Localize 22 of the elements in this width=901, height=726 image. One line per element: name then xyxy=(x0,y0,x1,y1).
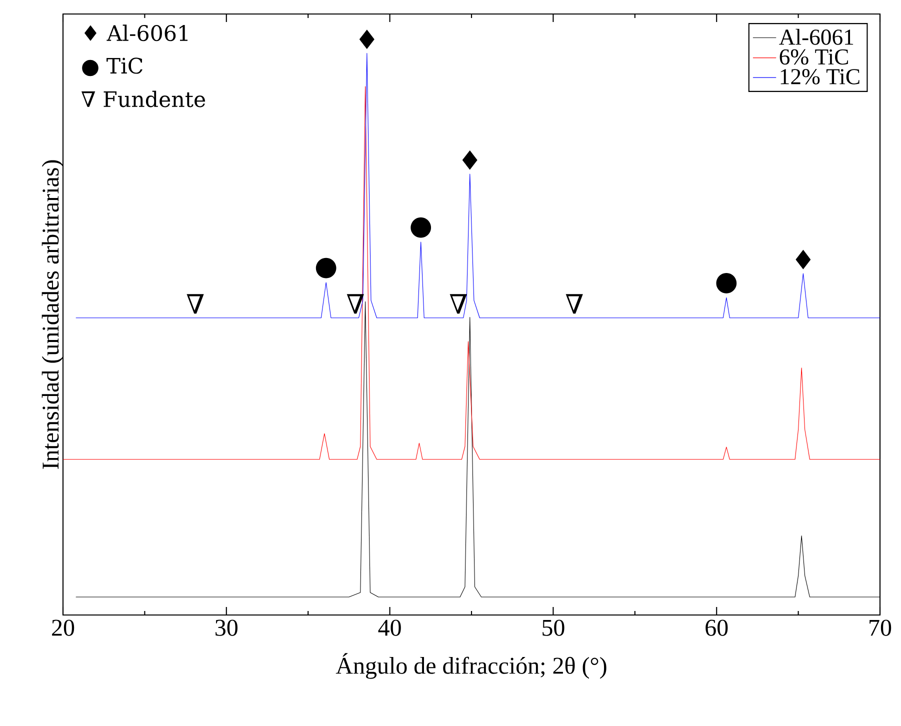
annotation: ● xyxy=(410,217,432,238)
text: ♦ Al-6061 xyxy=(84,24,188,42)
x-tick-label: 40 xyxy=(378,620,401,636)
x-tick-label: 70 xyxy=(870,620,892,636)
annotation: ● TiC xyxy=(82,58,142,76)
y-axis-title: Intensidad (unidades arbitrarias) xyxy=(42,160,64,469)
x-tick-label: 60 xyxy=(706,620,728,636)
annotation: ∇ xyxy=(566,294,583,314)
legend-label: 12% TiC xyxy=(780,69,860,84)
x-tick-label: 20 xyxy=(52,620,74,636)
x-axis-title: Ángulo de difracción; 2θ (°) xyxy=(336,653,606,679)
legend-label: Al-6061 xyxy=(779,28,854,45)
annotation: ∇ xyxy=(186,294,204,314)
annotation: ● xyxy=(316,258,336,278)
annotation: ♦ xyxy=(462,150,478,170)
x-tick-label: 30 xyxy=(216,620,238,636)
x-tick-label: 50 xyxy=(542,620,564,636)
annotation: ∇ Fundente xyxy=(81,90,206,108)
annotation: ♦ xyxy=(359,30,374,50)
legend-label: 6% TiC xyxy=(780,49,848,65)
annotation: ● xyxy=(716,273,737,294)
annotation: ♦ xyxy=(796,250,811,270)
